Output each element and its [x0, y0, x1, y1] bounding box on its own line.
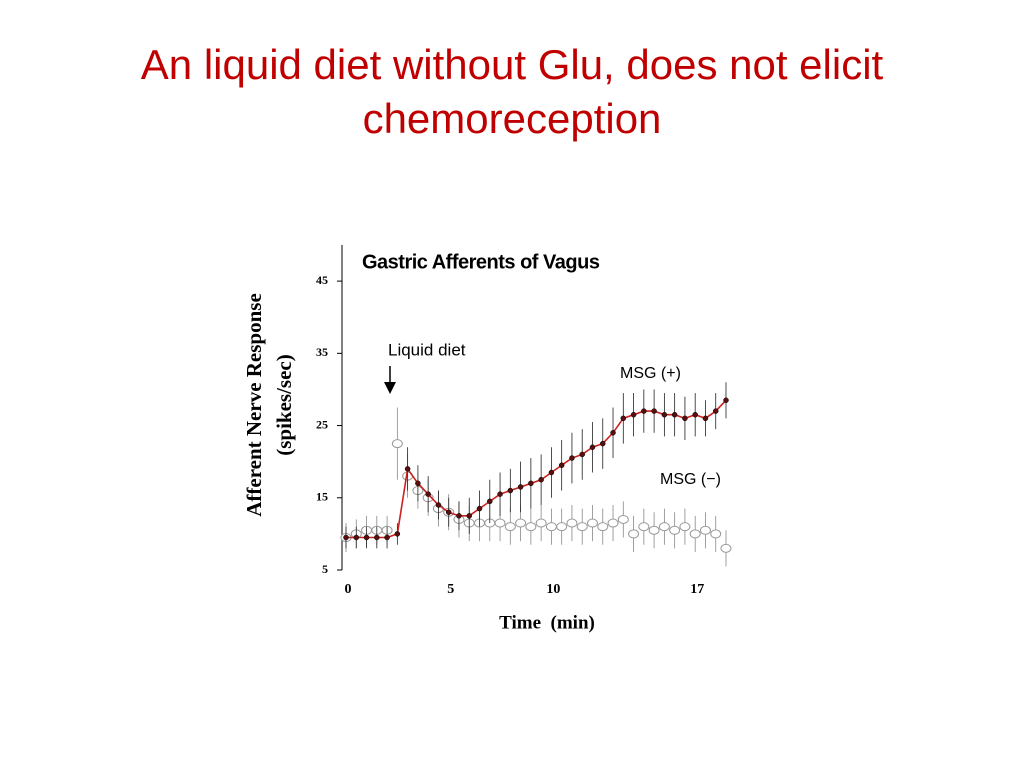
data-point — [517, 484, 524, 490]
data-point — [692, 411, 698, 418]
data-point — [466, 513, 472, 519]
data-point — [576, 522, 588, 532]
data-point — [535, 518, 547, 528]
data-point — [525, 522, 537, 532]
data-point — [504, 522, 516, 532]
data-point — [425, 491, 431, 497]
annotation: MSG (+) — [620, 365, 681, 382]
data-point — [445, 509, 452, 515]
data-point — [558, 462, 565, 469]
data-point — [494, 518, 506, 528]
data-point — [548, 469, 555, 476]
data-point — [586, 518, 598, 528]
data-point — [515, 518, 527, 528]
data-point — [661, 411, 668, 418]
data-point — [456, 513, 462, 519]
data-point — [507, 487, 514, 494]
data-point — [353, 534, 360, 541]
slide-title: An liquid diet without Glu, does not eli… — [140, 41, 884, 142]
data-point — [620, 415, 627, 422]
y-tick-label: 5 — [322, 562, 328, 576]
data-point — [579, 451, 585, 458]
data-point — [435, 502, 442, 508]
annotation: Liquid diet — [388, 340, 466, 359]
y-tick-label: 25 — [316, 417, 328, 431]
data-point — [699, 525, 711, 535]
data-point — [658, 522, 670, 532]
data-point — [682, 415, 688, 422]
data-point — [343, 534, 349, 541]
data-point — [566, 518, 578, 528]
data-point — [679, 522, 691, 532]
x-tick-label: 5 — [447, 582, 454, 597]
data-point — [415, 480, 421, 487]
x-axis-label: Time (min) — [499, 612, 595, 633]
data-point — [374, 534, 380, 541]
x-tick-label: 0 — [345, 582, 352, 597]
data-point — [710, 529, 722, 539]
y-axis-label: Afferent Nerve Response — [242, 293, 266, 517]
data-point — [589, 444, 596, 450]
data-point — [617, 514, 629, 524]
data-point — [607, 518, 619, 528]
y-tick-label: 35 — [316, 345, 328, 359]
data-point — [487, 498, 493, 505]
data-point — [476, 505, 483, 512]
y-axis-label: (spikes/sec) — [272, 354, 296, 456]
data-point — [630, 411, 637, 418]
x-tick-label: 10 — [546, 582, 560, 597]
data-point — [610, 430, 616, 436]
data-point — [689, 529, 701, 539]
data-point — [723, 397, 729, 404]
data-point — [720, 543, 732, 553]
data-point — [628, 529, 640, 539]
data-point — [404, 466, 411, 472]
data-point — [497, 491, 503, 497]
data-point — [538, 476, 544, 483]
data-point — [569, 455, 575, 461]
data-point — [597, 522, 609, 532]
data-point — [363, 534, 370, 541]
data-point — [651, 408, 657, 414]
data-point — [394, 531, 401, 537]
data-point — [648, 525, 660, 535]
data-point — [641, 408, 647, 414]
data-point — [712, 408, 719, 414]
x-tick-label: 17 — [690, 582, 704, 597]
y-tick-label: 15 — [316, 490, 328, 504]
y-tick-label: 45 — [316, 273, 328, 287]
data-point — [600, 440, 606, 447]
data-point — [638, 522, 650, 532]
series-line — [346, 399, 727, 539]
data-point — [669, 525, 681, 535]
data-point — [702, 415, 709, 422]
data-point — [545, 522, 557, 532]
annotation: MSG (−) — [660, 471, 721, 488]
data-point — [384, 534, 390, 541]
data-point — [391, 439, 403, 449]
data-point — [528, 480, 534, 487]
chart-title: Gastric Afferents of Vagus — [362, 251, 600, 273]
data-point — [671, 411, 678, 418]
data-point — [556, 522, 568, 532]
